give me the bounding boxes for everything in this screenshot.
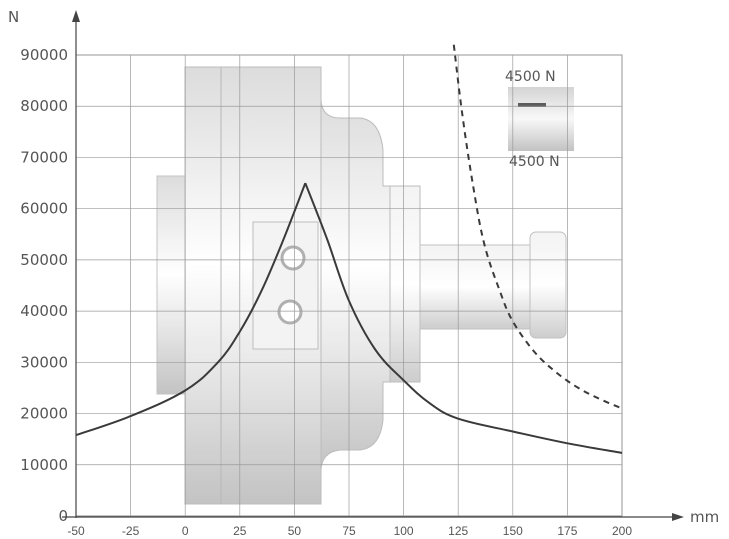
tool-holder-illustration (156, 66, 574, 505)
y-tick-label: 30000 (20, 353, 68, 371)
x-tick-label: -50 (67, 524, 85, 538)
y-axis-label: N (8, 8, 19, 26)
x-tick-label: 200 (612, 524, 632, 538)
y-axis-arrow (72, 10, 80, 22)
x-axis-label: mm (690, 508, 719, 526)
x-tick-label: 75 (342, 524, 356, 538)
y-axis-ticks: 0 10000 20000 30000 40000 50000 60000 70000 8000… (20, 46, 68, 525)
x-tick-label: 25 (233, 524, 247, 538)
x-tick-label: 125 (448, 524, 468, 538)
y-tick-label: 80000 (20, 97, 68, 115)
x-axis-ticks: -50 -25 0 25 50 75 100 125 150 175 200 (67, 524, 632, 538)
y-tick-label: 50000 (20, 251, 68, 269)
y-tick-label: 10000 (20, 456, 68, 474)
x-tick-label: 50 (288, 524, 302, 538)
annotation-top: 4500 N (505, 69, 556, 85)
annotation-bottom: 4500 N (509, 154, 560, 170)
x-tick-label: 100 (394, 524, 414, 538)
x-tick-label: -25 (122, 524, 140, 538)
x-tick-label: 0 (182, 524, 189, 538)
x-tick-label: 175 (557, 524, 577, 538)
series-dashed-line (452, 44, 623, 410)
y-tick-label: 90000 (20, 46, 68, 64)
axes: N mm (8, 8, 719, 526)
x-tick-label: 150 (503, 524, 523, 538)
y-tick-label: 20000 (20, 405, 68, 423)
y-tick-label: 0 (58, 507, 68, 525)
y-tick-label: 60000 (20, 200, 68, 218)
y-tick-label: 40000 (20, 302, 68, 320)
series-group (75, 44, 623, 454)
y-tick-label: 70000 (20, 148, 68, 166)
x-axis-arrow (672, 513, 684, 521)
series-solid-line (75, 182, 623, 454)
